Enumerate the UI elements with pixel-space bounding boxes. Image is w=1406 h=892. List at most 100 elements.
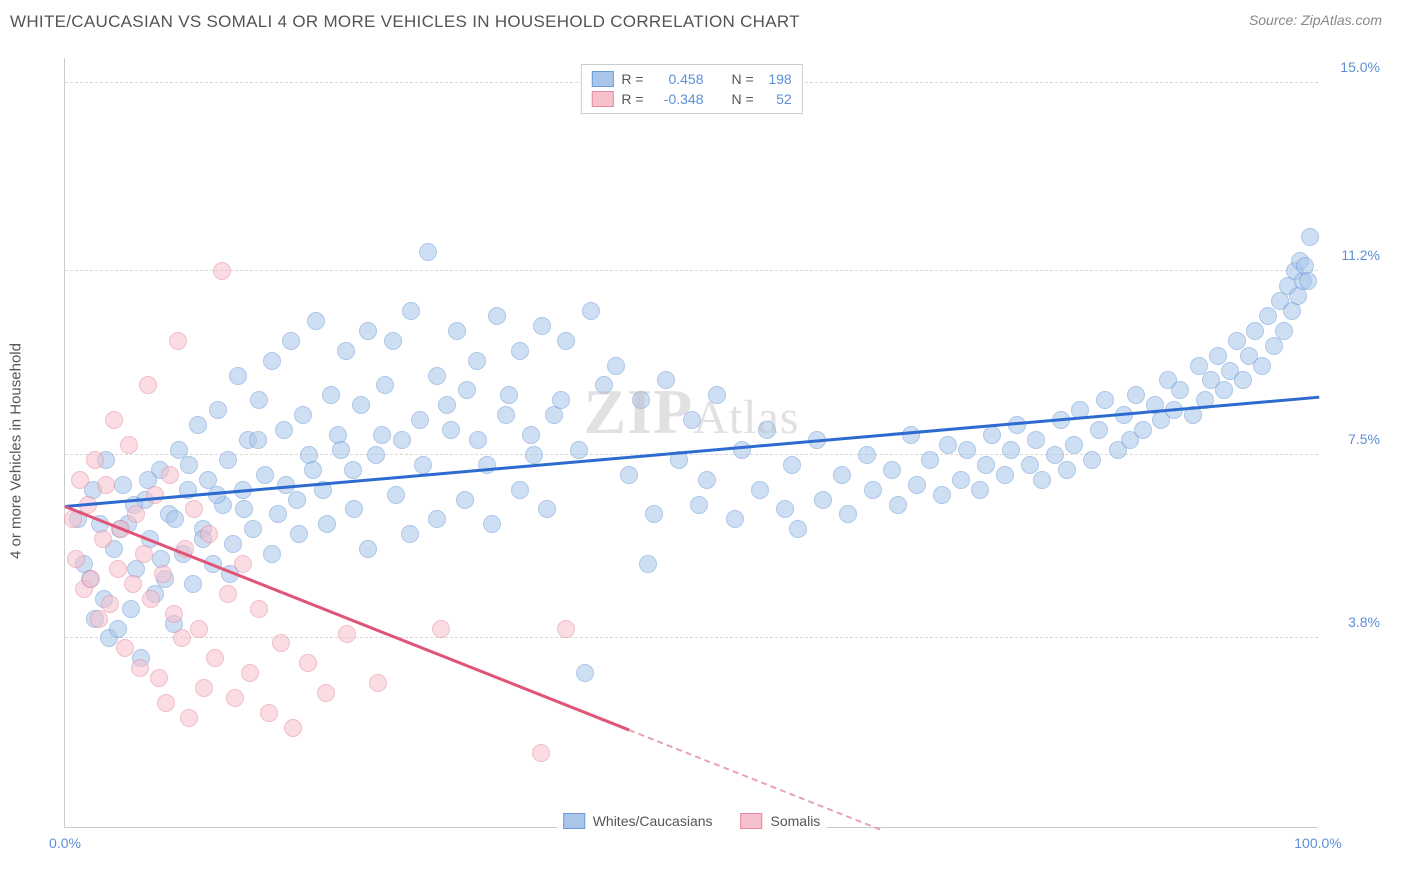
whites-marker [294, 406, 312, 424]
whites-marker [402, 302, 420, 320]
somalis-trendline [65, 505, 630, 731]
whites-marker [469, 431, 487, 449]
n-label: N = [732, 71, 754, 87]
chart-title: WHITE/CAUCASIAN VS SOMALI 4 OR MORE VEHI… [10, 12, 800, 32]
somalis-marker [200, 525, 218, 543]
somalis-marker [250, 600, 268, 618]
somalis-marker [173, 629, 191, 647]
whites-marker [376, 376, 394, 394]
somalis-marker [139, 376, 157, 394]
whites-marker [332, 441, 350, 459]
whites-marker [1127, 386, 1145, 404]
whites-marker [288, 491, 306, 509]
whites-marker [983, 426, 1001, 444]
somalis-marker [169, 332, 187, 350]
somalis-marker [180, 709, 198, 727]
whites-marker [352, 396, 370, 414]
whites-marker [1083, 451, 1101, 469]
whites-marker [122, 600, 140, 618]
whites-marker [576, 664, 594, 682]
legend-item-somalis: Somalis [741, 813, 821, 829]
whites-marker [933, 486, 951, 504]
whites-marker [345, 500, 363, 518]
whites-marker [263, 545, 281, 563]
whites-marker [902, 426, 920, 444]
whites-marker [344, 461, 362, 479]
whites-marker [387, 486, 405, 504]
whites-marker [511, 481, 529, 499]
whites-marker [166, 510, 184, 528]
whites-marker [1215, 381, 1233, 399]
source-link[interactable]: ZipAtlas.com [1301, 12, 1382, 28]
gridline [65, 454, 1318, 455]
whites-marker [1002, 441, 1020, 459]
whites-marker [1065, 436, 1083, 454]
whites-marker [1058, 461, 1076, 479]
whites-marker [384, 332, 402, 350]
somalis-marker [135, 545, 153, 563]
somalis-marker [338, 625, 356, 643]
somalis-r-value: -0.348 [652, 91, 704, 107]
whites-marker [235, 500, 253, 518]
somalis-marker [124, 575, 142, 593]
whites-swatch-icon [591, 71, 613, 87]
whites-marker [468, 352, 486, 370]
whites-marker [1299, 272, 1317, 290]
whites-marker [1228, 332, 1246, 350]
somalis-marker [120, 436, 138, 454]
whites-n-value: 198 [762, 71, 792, 87]
whites-marker [448, 322, 466, 340]
somalis-marker [94, 530, 112, 548]
gridline [65, 270, 1318, 271]
somalis-marker [226, 689, 244, 707]
whites-marker [1027, 431, 1045, 449]
whites-marker [401, 525, 419, 543]
whites-marker [1096, 391, 1114, 409]
whites-marker [256, 466, 274, 484]
somalis-marker [432, 620, 450, 638]
whites-marker [1190, 357, 1208, 375]
somalis-marker [299, 654, 317, 672]
whites-marker [275, 421, 293, 439]
whites-marker [189, 416, 207, 434]
source-label: Source: [1249, 12, 1301, 28]
legend-item-whites: Whites/Caucasians [563, 813, 713, 829]
somalis-marker [157, 694, 175, 712]
whites-marker [290, 525, 308, 543]
whites-marker [958, 441, 976, 459]
whites-marker [839, 505, 857, 523]
whites-marker [359, 540, 377, 558]
somalis-marker [190, 620, 208, 638]
somalis-marker [90, 610, 108, 628]
whites-marker [1090, 421, 1108, 439]
y-tick-label: 3.8% [1348, 614, 1380, 630]
whites-marker [1234, 371, 1252, 389]
whites-marker [751, 481, 769, 499]
whites-marker [497, 406, 515, 424]
whites-marker [442, 421, 460, 439]
somalis-marker [213, 262, 231, 280]
whites-marker [318, 515, 336, 533]
whites-marker [180, 456, 198, 474]
whites-marker [971, 481, 989, 499]
whites-marker [645, 505, 663, 523]
legend-series: Whites/Caucasians Somalis [557, 813, 827, 829]
whites-marker [458, 381, 476, 399]
somalis-marker [317, 684, 335, 702]
legend-stats: R =0.458N =198R =-0.348N =52 [580, 64, 802, 114]
source-attribution: Source: ZipAtlas.com [1249, 12, 1382, 28]
whites-marker [367, 446, 385, 464]
x-tick-label: 0.0% [49, 835, 81, 851]
somalis-marker [97, 476, 115, 494]
somalis-swatch-icon [591, 91, 613, 107]
whites-marker [307, 312, 325, 330]
whites-marker [411, 411, 429, 429]
somalis-series-label: Somalis [771, 813, 821, 829]
whites-marker [620, 466, 638, 484]
whites-marker [244, 520, 262, 538]
somalis-marker [146, 486, 164, 504]
somalis-marker [532, 744, 550, 762]
whites-marker [456, 491, 474, 509]
whites-marker [952, 471, 970, 489]
whites-marker [708, 386, 726, 404]
